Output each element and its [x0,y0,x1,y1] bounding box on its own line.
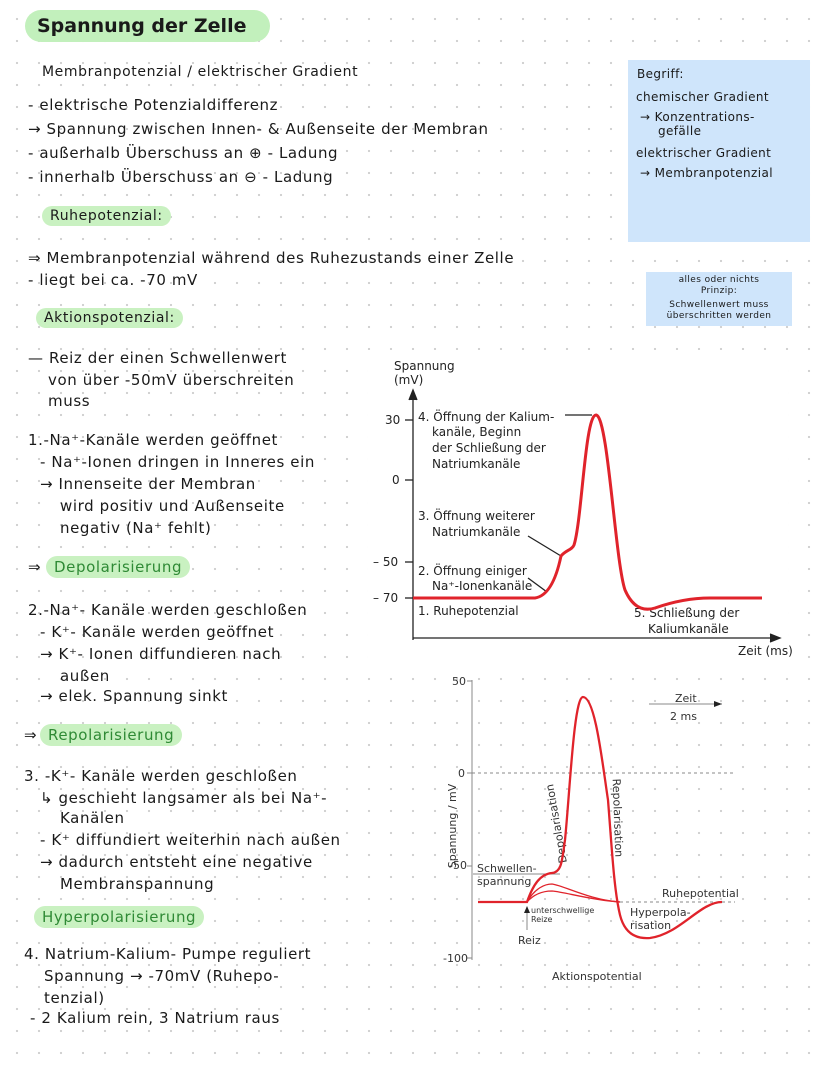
tick-label: 30 [385,413,400,427]
text-line: muss [48,392,91,410]
text-line: wird positiv und Außenseite [60,497,285,515]
label-subthreshold: unterschwellige [531,906,594,915]
y-axis-label: Spannung [394,359,455,373]
curve-subthreshold [526,883,621,903]
text-line: - 2 Kalium rein, 3 Natrium raus [30,1009,280,1027]
curve-action-potential [413,413,762,611]
text-line: - außerhalb Überschuss an ⊕ - Ladung [28,144,339,162]
label-threshold: spannung [477,875,531,888]
annotation: 4. Öffnung der Kalium- [418,408,554,424]
label-threshold: Schwellen- [477,862,537,875]
annotation: der Schließung der [432,441,546,455]
note-text: → Membranpotenzial [640,166,773,180]
text-line: - K⁺- Kanäle werden geöffnet [40,623,275,641]
x-axis-label: Zeit (ms) [738,644,793,658]
annotation: 1. Ruhepotenzial [418,604,519,618]
note-text: → Konzentrations- [640,110,755,124]
tick-label: – 70 [373,591,398,605]
text-line: 1.-Na⁺-Kanäle werden geöffnet [28,431,279,449]
note-text: Begriff: [637,67,684,81]
heading-repolarisierung: Repolarisierung [40,724,183,746]
note-text: Prinzip: [700,286,738,296]
text-line: negativ (Na⁺ fehlt) [60,519,212,537]
text-line: tenzial) [44,989,105,1007]
annotation: 5. Schließung der [634,606,739,620]
curve-subthreshold [526,890,621,903]
label-repolarisation: Repolarisation [610,778,626,857]
note-text: elektrischer Gradient [636,146,772,160]
text-line: - liegt bei ca. -70 mV [28,271,198,289]
text-line: - elektrische Potenzialdifferenz [28,96,279,114]
text-line: - K⁺ diffundiert weiterhin nach außen [40,831,341,849]
annotation: 3. Öffnung weiterer [418,507,535,523]
text-line: ↳ geschieht langsamer als bei Na⁺- [40,789,328,807]
text-line: - Na⁺-Ionen dringen in Inneres ein [40,453,315,471]
tick-label: – 50 [373,555,398,569]
text-line: Spannung → -70mV (Ruhepo- [44,967,280,985]
annotation: Na⁺-Ionenkanäle [432,579,532,593]
figure-background [368,350,788,665]
text-line: - innerhalb Überschuss an ⊖ - Ladung [28,168,334,186]
y-axis-unit: (mV) [394,373,423,387]
note-text: alles oder nichts [678,275,760,285]
annotation: 2. Öffnung einiger [418,562,527,578]
heading-hyperpolarisierung: Hyperpolarisierung [34,906,205,928]
text-line: → dadurch entsteht eine negative [40,853,313,871]
heading-ruhepotenzial: Ruhepotenzial: [42,206,171,226]
text-line: → K⁺- Ionen diffundieren nach [40,645,282,663]
figure-action-potential-2: 50 0 -50 -100 Spannung / mV Zeit 2 ms De… [443,675,739,983]
label-hyperpolarisation: risation [630,919,671,932]
arrow: ⇒ [24,726,38,744]
text-line: 4. Natrium-Kalium- Pumpe reguliert [24,945,312,963]
text-line: → Innenseite der Membran [40,475,256,493]
tick-label: 0 [458,767,465,780]
text-line: → Spannung zwischen Innen- & Außenseite … [28,120,489,138]
subtitle: Membranpotenzial / elektrischer Gradient [42,64,359,80]
page-title: Spannung der Zelle [25,10,270,42]
text-line: 3. -K⁺- Kanäle werden geschloßen [24,767,298,785]
sticky-note-begriff: Begriff: chemischer Gradient → Konzentra… [628,60,810,242]
heading-depolarisierung: Depolarisierung [46,556,191,578]
tick-label: 50 [452,675,466,688]
note-text: überschritten werden [666,311,772,321]
note-text: Schwellenwert muss [669,300,769,310]
label-rest: Ruhepotential [662,887,739,900]
label-stimulus: Reiz [518,934,541,947]
text-line: von über -50mV überschreiten [48,371,295,389]
tick-label: -100 [443,952,468,965]
figure-caption: Aktionspotential [552,970,642,983]
heading-aktionspotenzial: Aktionspotenzial: [36,308,183,328]
tick-label: 0 [392,473,400,487]
text-line: Membranspannung [60,875,215,893]
note-text: chemischer Gradient [636,90,770,104]
curve-action-potential-2 [478,695,723,940]
y-axis-label: Spannung / mV [446,783,459,868]
tick-label: -50 [449,859,467,872]
annotation: Natriumkanäle [432,525,520,539]
sticky-note-alles-oder-nichts: alles oder nichts Prinzip: Schwellenwert… [646,272,792,326]
text-line: — Reiz der einen Schwellenwert [28,349,288,367]
text-line: außen [60,667,110,685]
annotation: kanäle, Beginn [432,425,521,439]
text-line: Kanälen [60,809,125,827]
arrow: ⇒ [28,558,42,576]
text-line: ⇒ Membranpotenzial während des Ruhezusta… [28,249,515,267]
annotation: Kaliumkanäle [648,622,729,636]
text-line: → elek. Spannung sinkt [40,687,228,705]
text-line: 2.-Na⁺- Kanäle werden geschloßen [28,601,308,619]
annotation: Natriumkanäle [432,457,520,471]
note-text: gefälle [658,124,702,138]
scale-value: 2 ms [670,710,697,723]
label-subthreshold: Reize [531,915,553,924]
scale-label: Zeit [675,692,697,705]
label-hyperpolarisation: Hyperpola- [630,906,691,919]
